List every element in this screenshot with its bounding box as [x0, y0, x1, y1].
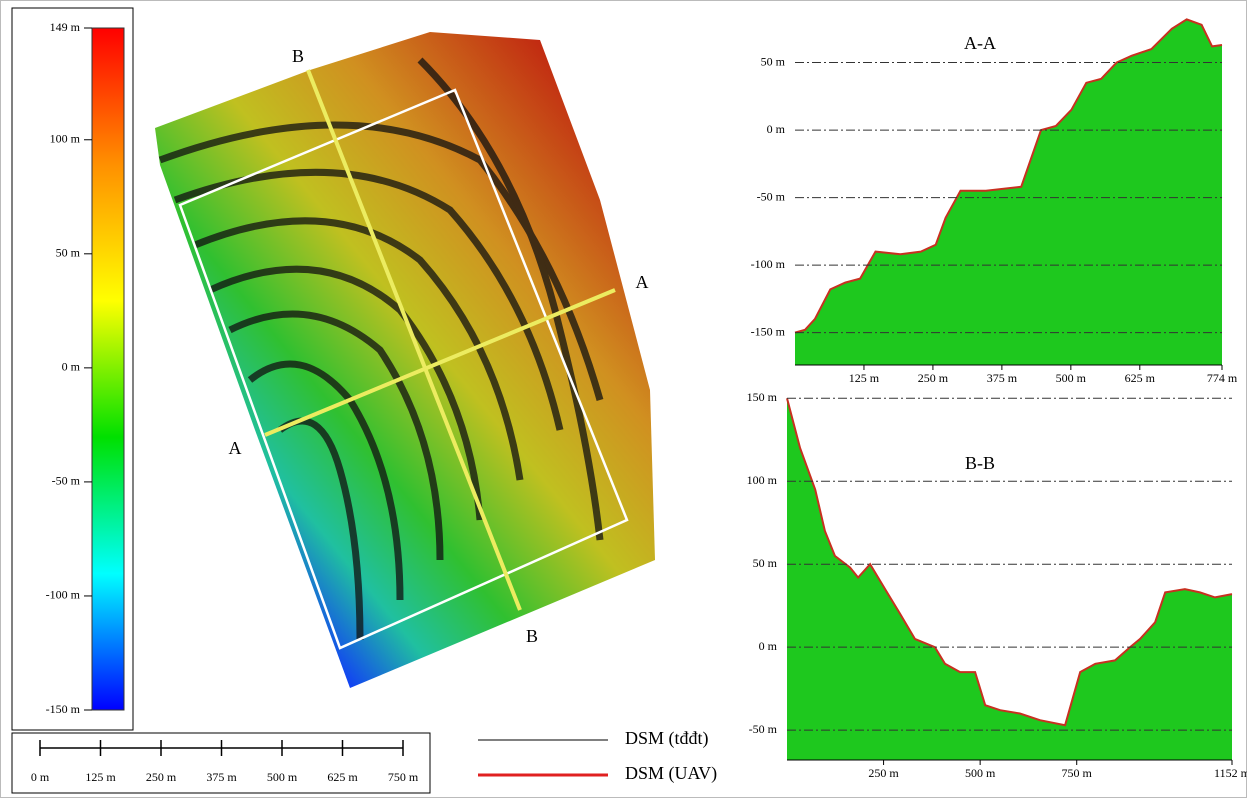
legend-label: DSM (UAV) — [625, 763, 717, 784]
colorbar-label: -100 m — [46, 588, 81, 602]
x-tick-label: 625 m — [1125, 371, 1156, 385]
scalebar-label: 250 m — [146, 770, 177, 784]
y-tick-label: 100 m — [747, 473, 778, 487]
colorbar — [92, 28, 124, 710]
scalebar-label: 125 m — [85, 770, 116, 784]
colorbar-label: 0 m — [62, 360, 81, 374]
y-tick-label: 0 m — [767, 122, 786, 136]
y-tick-label: 150 m — [747, 390, 778, 404]
y-tick-label: -50 m — [757, 189, 786, 203]
figure: 149 m 100 m 50 m 0 m -50 m -100 m -150 m 50 m 0 … — [0, 0, 1247, 798]
colorbar-label: 149 m — [50, 20, 81, 34]
area-fill — [795, 19, 1222, 365]
scalebar-label: 375 m — [206, 770, 237, 784]
legend-label: DSM (tđđt) — [625, 728, 709, 749]
x-tick-label: 500 m — [965, 766, 996, 780]
x-tick-label: 125 m — [849, 371, 880, 385]
scalebar-label: 625 m — [327, 770, 358, 784]
section-label: B — [292, 46, 304, 66]
colorbar-label: -150 m — [46, 702, 81, 716]
colorbar-label: 100 m — [50, 132, 81, 146]
section-label: A — [229, 438, 242, 458]
scalebar-label: 500 m — [267, 770, 298, 784]
chart-title: A-A — [964, 33, 996, 53]
y-tick-label: 0 m — [759, 639, 778, 653]
colorbar-label: 50 m — [56, 246, 81, 260]
x-tick-label: 774 m — [1207, 371, 1238, 385]
y-tick-label: 50 m — [753, 556, 778, 570]
area-fill — [787, 398, 1232, 760]
x-tick-label: 250 m — [868, 766, 899, 780]
colorbar-label: -50 m — [52, 474, 81, 488]
scalebar-label: 0 m — [31, 770, 50, 784]
y-tick-label: -50 m — [749, 722, 778, 736]
x-tick-label: 250 m — [918, 371, 949, 385]
y-tick-label: -150 m — [751, 324, 786, 338]
x-tick-label: 500 m — [1056, 371, 1087, 385]
x-tick-label: 750 m — [1062, 766, 1093, 780]
scalebar-label: 750 m — [388, 770, 419, 784]
section-label: A — [636, 272, 649, 292]
y-tick-label: 50 m — [761, 54, 786, 68]
y-tick-label: -100 m — [751, 257, 786, 271]
chart-title: B-B — [965, 453, 995, 473]
x-tick-label: 375 m — [987, 371, 1018, 385]
x-tick-label: 1152 m — [1214, 766, 1247, 780]
section-label: B — [526, 626, 538, 646]
map — [155, 32, 655, 688]
